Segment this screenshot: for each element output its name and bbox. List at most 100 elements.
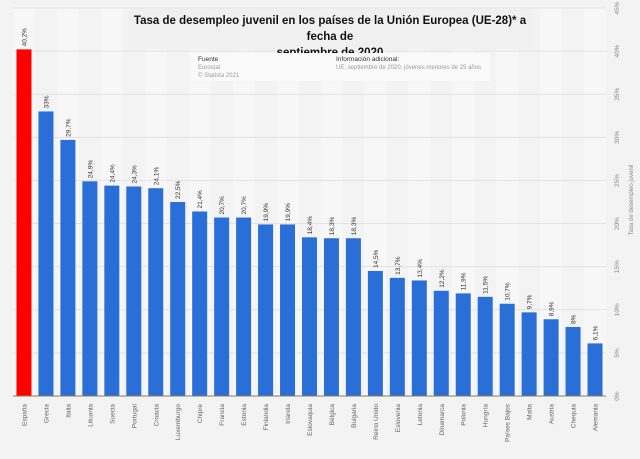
bar[interactable] [389,277,405,396]
source-heading: Fuente [198,56,219,63]
x-tick-label: Italia [65,404,72,418]
additional-info-text: UE; septiembre de 2020; jóvenes menores … [336,65,482,71]
x-tick-label: Croacia [153,404,160,427]
data-label: 24,1% [153,167,160,186]
source-name: Eurostat [198,65,221,71]
data-label: 10,7% [505,282,512,301]
bar[interactable] [170,202,186,396]
bar[interactable] [82,181,98,396]
chart-title-line-1: Tasa de desempleo juvenil en los países … [133,15,527,43]
x-tick-label: Luxemburgo [175,404,182,441]
x-tick-label: Países Bajos [505,403,512,442]
bar[interactable] [477,296,493,396]
x-tick-label: Malta [527,404,534,420]
bar[interactable] [455,293,471,396]
bar[interactable] [60,139,76,397]
x-tick-label: Eslovaquia [307,404,314,436]
bar[interactable] [214,217,230,396]
data-label: 18,3% [329,217,336,236]
data-label: 8% [571,314,578,324]
bar[interactable] [148,188,164,396]
data-label: 33% [43,95,50,108]
x-tick-label: Estonia [241,404,248,426]
bar[interactable] [16,49,32,397]
bar[interactable] [565,327,581,396]
data-label: 24,4% [109,164,116,183]
data-label: 24,9% [87,160,94,179]
x-tick-label: Reino Unido [373,404,380,440]
x-tick-label: Alemania [593,404,600,431]
bar[interactable] [499,303,515,396]
data-label: 13,4% [417,259,424,278]
bar[interactable] [192,211,208,396]
column-band [540,8,563,396]
x-tick-label: Finlandia [263,404,270,431]
data-label: 11,5% [483,276,490,294]
y-tick-label: 20% [614,217,621,230]
x-tick-label: Letonia [417,404,424,426]
data-label: 22,5% [175,180,182,199]
y-tick-label: 30% [614,131,621,144]
y-tick-label: 15% [614,260,621,273]
column-band [584,8,606,396]
bar[interactable] [280,224,296,396]
bar[interactable] [104,185,120,396]
x-tick-label: Chipre [197,404,204,424]
data-label: 19,9% [285,203,292,222]
x-tick-label: Austria [549,404,556,425]
bar[interactable] [323,238,339,396]
bars [16,49,603,397]
x-tick-label: Suecia [109,404,116,424]
x-tick-label: Francia [219,404,226,426]
bar[interactable] [433,290,449,396]
data-label: 6,1% [593,325,600,340]
bar[interactable] [345,238,361,396]
data-label: 13,7% [395,256,402,275]
additional-info-heading: Información adicional: [336,56,400,63]
bar[interactable] [411,280,427,396]
data-label: 12,2% [439,269,446,288]
source-column: Fuente Eurostat © Statista 2021 [198,56,239,80]
column-band [496,8,519,396]
data-label: 24,3% [131,165,138,184]
data-label: 20,7% [219,196,226,215]
y-tick-label: 40% [614,44,621,57]
y-tick-label: 0% [614,391,621,401]
data-label: 8,9% [549,301,556,316]
bar[interactable] [302,237,317,396]
y-axis-title: Tasa de desempleo juvenil [629,165,635,236]
x-tick-label: Lituania [87,404,94,427]
x-tick-label: Irlanda [285,404,292,424]
bar[interactable] [367,270,383,396]
data-label: 19,9% [263,203,270,222]
y-tick-label: 5% [614,348,621,358]
data-label: 14,5% [373,249,380,268]
data-label: 18,3% [351,217,358,236]
x-tick-label: Grecia [43,404,50,424]
bar[interactable] [126,186,142,396]
y-tick-label: 35% [614,88,621,101]
data-label: 11,9% [461,272,468,290]
chart-title: Tasa de desempleo juvenil en los países … [128,9,532,59]
y-tick-label: 10% [614,303,621,316]
data-label: 29,7% [65,118,72,137]
x-tick-label: Eslovenia [395,404,402,433]
bar[interactable] [258,224,274,396]
bar[interactable] [543,319,559,396]
source-info-box: Fuente Eurostat © Statista 2021 Informac… [192,53,490,81]
x-tick-label: Chequia [571,404,578,429]
bar[interactable] [38,111,54,396]
copyright: © Statista 2021 [198,73,240,79]
data-label: 21,4% [197,190,204,209]
x-tick-label: Dinamarca [439,404,446,436]
x-tick-labels: España Grecia Italia Lituania Suecia Portugal… [21,403,599,442]
y-tick-labels: 0% 5% 10% 15% 20% 25% 30% 35% 40% 45% [614,1,621,400]
bar[interactable] [236,217,252,396]
y-tick-label: 25% [614,174,621,187]
x-tick-label: Bulgaria [351,404,358,428]
bar[interactable] [521,312,537,396]
y-tick-label: 45% [614,1,621,14]
x-tick-label: Portugal [131,403,138,428]
bar[interactable] [587,343,603,396]
